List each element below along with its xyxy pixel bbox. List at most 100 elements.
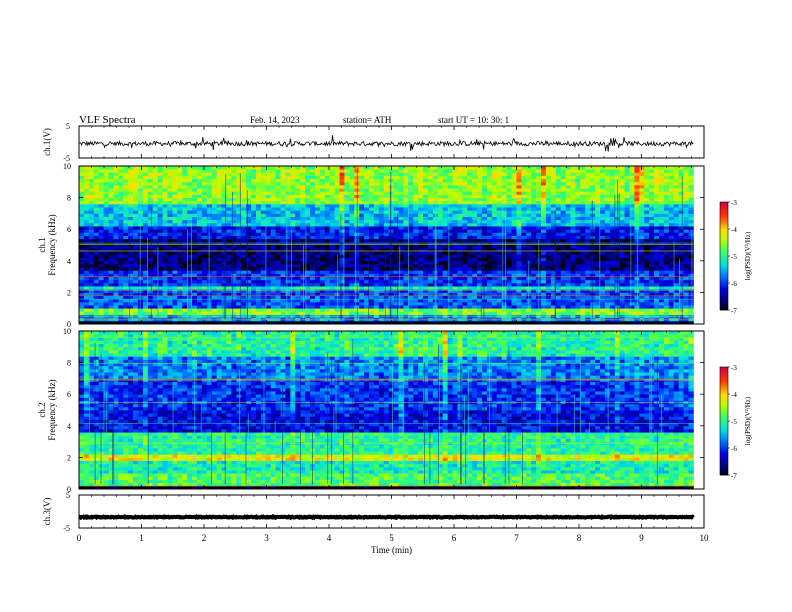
psd-cell xyxy=(516,251,522,255)
psd-cell xyxy=(590,270,596,274)
psd-cell xyxy=(447,248,453,252)
psd-cell xyxy=(604,292,611,296)
psd-cell xyxy=(349,270,355,274)
psd-cell xyxy=(457,286,463,290)
psd-cell xyxy=(501,308,508,312)
psd-cell xyxy=(349,251,355,255)
psd-cell xyxy=(472,207,478,211)
psd-cell xyxy=(93,301,100,306)
psd-cell xyxy=(339,222,345,227)
psd-cell xyxy=(555,320,562,325)
psd-cell xyxy=(668,238,675,243)
psd-cell xyxy=(290,286,296,290)
psd-cell xyxy=(260,254,267,259)
psd-cell xyxy=(462,203,468,208)
psd-cell xyxy=(216,216,222,221)
psd-cell xyxy=(565,245,571,249)
psd-cell xyxy=(147,282,154,287)
psd-cell xyxy=(300,308,306,312)
psd-cell xyxy=(265,210,272,214)
psd-cell xyxy=(324,226,331,230)
psd-cell xyxy=(472,216,478,221)
psd-cell xyxy=(359,229,365,233)
psd-cell xyxy=(290,292,296,296)
psd-cell xyxy=(108,276,114,281)
psd-cell xyxy=(511,292,517,296)
psd-cell xyxy=(265,245,272,249)
psd-cell xyxy=(393,229,399,233)
psd-cell xyxy=(580,248,586,252)
psd-cell xyxy=(152,216,159,221)
psd-cell xyxy=(604,213,611,217)
psd-cell xyxy=(521,200,527,205)
psd-cell xyxy=(123,222,129,227)
psd-cell xyxy=(305,210,311,214)
psd-cell xyxy=(683,282,689,287)
psd-cell xyxy=(644,213,650,217)
psd-cell xyxy=(98,219,104,224)
psd-cell xyxy=(373,308,380,312)
psd-cell xyxy=(545,210,552,214)
psd-cell xyxy=(187,298,193,303)
psd-cell xyxy=(624,292,630,296)
psd-cell xyxy=(231,282,237,287)
psd-cell xyxy=(280,273,286,277)
psd-cell xyxy=(452,235,458,240)
psd-cell xyxy=(472,226,478,230)
psd-cell xyxy=(388,260,394,265)
psd-cell xyxy=(167,207,173,211)
psd-cell xyxy=(403,270,409,274)
psd-cell xyxy=(501,251,508,255)
psd-cell xyxy=(329,226,335,230)
psd-cell xyxy=(152,213,159,217)
psd-cell xyxy=(142,295,149,300)
psd-cell xyxy=(334,216,340,221)
psd-cell xyxy=(516,305,522,309)
psd-cell xyxy=(609,282,616,287)
psd-cell xyxy=(580,203,586,208)
psd-cell xyxy=(98,229,104,233)
psd-cell xyxy=(255,295,262,300)
psd-cell xyxy=(344,289,350,293)
psd-cell xyxy=(644,263,650,268)
psd-cell xyxy=(359,257,365,262)
psd-cell xyxy=(654,232,660,236)
psd-cell xyxy=(634,219,640,224)
psd-cell xyxy=(113,241,119,246)
psd-cell xyxy=(663,311,670,315)
psd-cell xyxy=(457,210,463,214)
psd-cell xyxy=(246,245,252,249)
psd-cell xyxy=(629,245,635,249)
psd-cell xyxy=(501,207,508,211)
psd-cell xyxy=(324,203,331,208)
psd-cell xyxy=(255,257,262,262)
psd-cell xyxy=(290,311,296,315)
psd-cell xyxy=(403,279,409,284)
psd-cell xyxy=(477,320,483,325)
psd-cell xyxy=(216,305,222,309)
psd-cell xyxy=(604,320,611,325)
psd-cell xyxy=(113,238,119,243)
psd-cell xyxy=(398,286,404,290)
psd-cell xyxy=(275,248,281,252)
psd-cell xyxy=(339,295,345,300)
psd-cell xyxy=(133,245,139,249)
psd-cell xyxy=(403,295,409,300)
psd-cell xyxy=(649,248,655,252)
psd-cell xyxy=(609,207,616,211)
psd-cell xyxy=(167,267,173,271)
psd-cell xyxy=(128,267,134,271)
psd-cell xyxy=(300,289,306,293)
psd-cell xyxy=(486,245,493,249)
psd-cell xyxy=(231,238,237,243)
psd-cell xyxy=(683,286,689,290)
psd-cell xyxy=(211,235,218,240)
psd-cell xyxy=(216,276,222,281)
psd-cell xyxy=(447,292,453,296)
psd-cell xyxy=(162,222,168,227)
psd-cell xyxy=(639,282,645,287)
psd-cell xyxy=(629,282,635,287)
psd-cell xyxy=(418,238,424,243)
psd-cell xyxy=(663,219,670,224)
psd-cell xyxy=(658,260,665,265)
